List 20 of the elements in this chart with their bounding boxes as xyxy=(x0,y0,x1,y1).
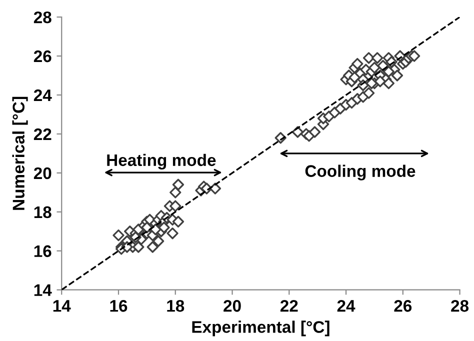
y-tick-label: 14 xyxy=(34,284,52,296)
x-tick-label: 22 xyxy=(280,300,298,312)
y-tick-label: 26 xyxy=(34,50,52,62)
x-tick-label: 16 xyxy=(110,300,128,312)
y-tick-label: 22 xyxy=(34,128,52,140)
x-tick-label: 28 xyxy=(451,300,469,312)
y-tick-label: 28 xyxy=(34,11,52,24)
x-axis-title: Experimental [°C] xyxy=(192,320,330,336)
y-tick-label: 18 xyxy=(34,206,52,218)
y-tick-label: 16 xyxy=(34,245,52,258)
x-tick-label: 20 xyxy=(224,300,241,312)
x-tick-label: 24 xyxy=(337,300,356,312)
annotation: Cooling mode xyxy=(305,164,416,180)
y-tick-label: 24 xyxy=(34,89,52,102)
annotation: Heating mode xyxy=(107,154,216,170)
x-tick-label: 14 xyxy=(53,300,71,312)
y-axis-title: Numerical [°C] xyxy=(12,96,28,210)
y-tick-label: 20 xyxy=(34,167,52,180)
x-tick-label: 18 xyxy=(167,300,184,312)
x-tick-label: 26 xyxy=(394,300,412,312)
